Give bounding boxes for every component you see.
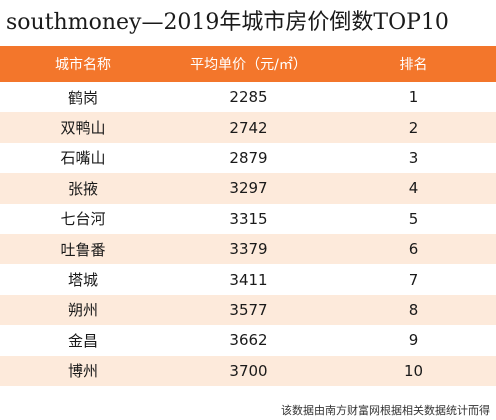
cell-price: 3297: [166, 173, 331, 204]
cell-city: 塔城: [0, 264, 166, 295]
cell-rank: 1: [331, 82, 496, 113]
table-row: 塔城 3411 7: [0, 264, 496, 295]
cell-rank: 2: [331, 112, 496, 143]
column-header-price: 平均单价（元/㎡）: [166, 46, 331, 82]
cell-city: 博州: [0, 355, 166, 386]
cell-rank: 8: [331, 294, 496, 326]
ranking-table: 城市名称 平均单价（元/㎡） 排名 鹤岗 2285 1 双鸭山 2742 2 石嘴山 2879…: [0, 46, 496, 386]
cell-city: 张掖: [0, 173, 166, 204]
cell-rank: 9: [331, 325, 496, 356]
cell-price: 2285: [166, 82, 331, 113]
cell-city: 鹤岗: [0, 82, 166, 113]
column-header-city: 城市名称: [0, 46, 166, 82]
cell-city: 双鸭山: [0, 112, 166, 143]
table-row: 石嘴山 2879 3: [0, 142, 496, 174]
table-row: 博州 3700 10: [0, 355, 496, 386]
cell-price: 3379: [166, 233, 331, 265]
cell-rank: 4: [331, 173, 496, 204]
cell-price: 3662: [166, 325, 331, 356]
cell-rank: 10: [331, 355, 496, 386]
table-row: 张掖 3297 4: [0, 173, 496, 204]
table-row: 鹤岗 2285 1: [0, 82, 496, 113]
table-row: 朔州 3577 8: [0, 294, 496, 326]
cell-rank: 6: [331, 233, 496, 265]
table-header-row: 城市名称 平均单价（元/㎡） 排名: [0, 46, 496, 82]
cell-city: 七台河: [0, 203, 166, 234]
cell-city: 石嘴山: [0, 142, 166, 174]
cell-price: 3700: [166, 355, 331, 386]
table-row: 金昌 3662 9: [0, 325, 496, 356]
cell-rank: 5: [331, 203, 496, 234]
cell-city: 朔州: [0, 294, 166, 326]
cell-price: 3577: [166, 294, 331, 326]
cell-price: 3315: [166, 203, 331, 234]
source-note: 该数据由南方财富网根据相关数据统计而得: [281, 404, 490, 417]
page-title: southmoney—2019年城市房价倒数TOP10: [6, 10, 449, 35]
cell-city: 吐鲁番: [0, 233, 166, 265]
table-row: 双鸭山 2742 2: [0, 112, 496, 143]
cell-price: 2742: [166, 112, 331, 143]
table-row: 七台河 3315 5: [0, 203, 496, 234]
cell-price: 2879: [166, 142, 331, 174]
cell-price: 3411: [166, 264, 331, 295]
cell-rank: 3: [331, 142, 496, 174]
cell-rank: 7: [331, 264, 496, 295]
table-row: 吐鲁番 3379 6: [0, 233, 496, 265]
column-header-rank: 排名: [331, 46, 496, 82]
cell-city: 金昌: [0, 325, 166, 356]
